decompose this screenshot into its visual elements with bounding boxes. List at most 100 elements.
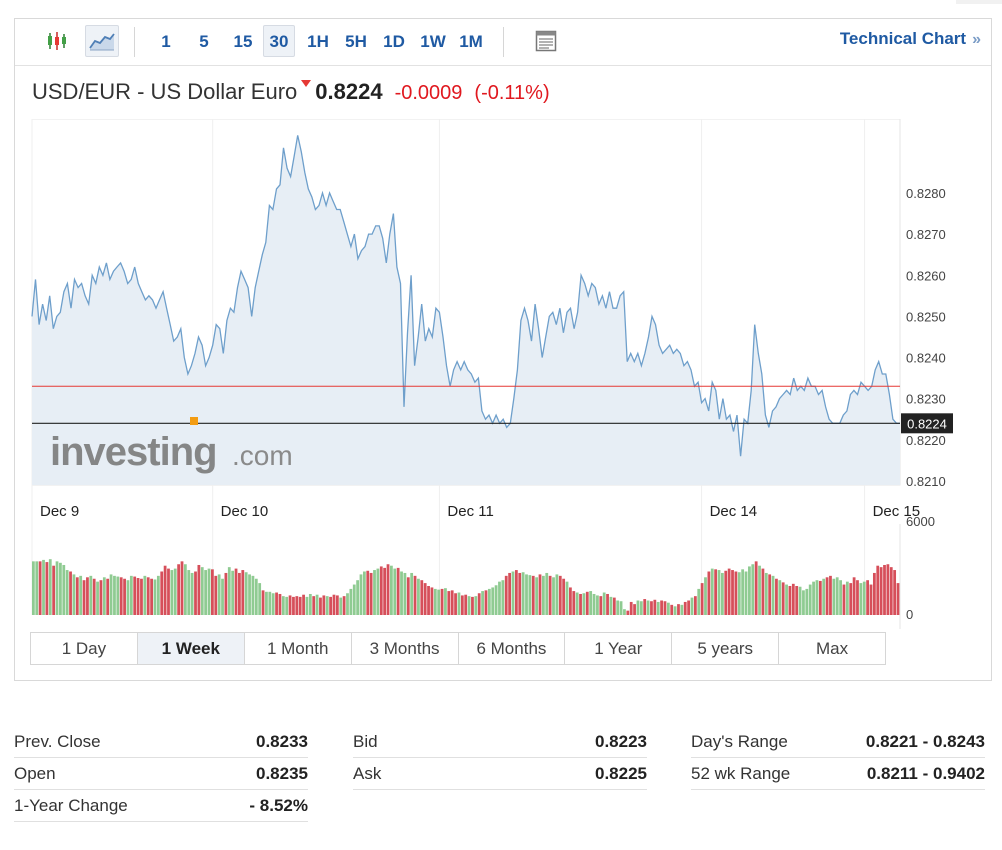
- volume-bar: [683, 601, 687, 615]
- volume-bar: [650, 601, 653, 615]
- interval-1h[interactable]: 1H: [307, 32, 329, 51]
- interval-15[interactable]: 15: [233, 32, 253, 51]
- interval-30[interactable]: 30: [263, 25, 295, 57]
- volume-bar: [153, 579, 157, 615]
- volume-bar: [670, 604, 674, 615]
- candlestick-icon[interactable]: [40, 25, 74, 57]
- volume-bar: [140, 578, 143, 615]
- volume-bar: [704, 577, 707, 615]
- volume-bar: [393, 568, 397, 615]
- interval-5h[interactable]: 5H: [345, 32, 367, 51]
- volume-bar: [275, 592, 278, 615]
- volume-bar: [869, 584, 873, 615]
- volume-bar: [102, 577, 106, 615]
- volume-bar: [653, 599, 657, 615]
- range-6-months[interactable]: 6 Months: [459, 633, 566, 664]
- volume-bar: [538, 574, 542, 615]
- volume-bar: [633, 604, 636, 616]
- volume-bar: [896, 583, 900, 615]
- volume-bar: [690, 597, 694, 615]
- volume-bar: [413, 575, 417, 615]
- volume-bar: [99, 580, 103, 615]
- volume-bar: [501, 580, 505, 615]
- interval-1[interactable]: 1: [161, 32, 171, 51]
- volume-bar: [173, 568, 177, 615]
- volume-bar: [687, 600, 690, 615]
- volume-bar: [295, 596, 299, 615]
- volume-bar: [714, 569, 718, 615]
- volume-tick-label: 0: [906, 607, 913, 622]
- volume-bar: [741, 569, 745, 615]
- volume-bar: [447, 591, 451, 615]
- range-1-week[interactable]: 1 Week: [137, 633, 245, 664]
- interval-5[interactable]: 5: [199, 32, 209, 51]
- stat-label: Day's Range: [691, 731, 788, 751]
- range-max[interactable]: Max: [816, 639, 849, 658]
- volume-bar: [79, 575, 83, 615]
- volume-bar: [359, 574, 363, 615]
- stat-row-1-year-change: 1-Year Change - 8.52%: [14, 790, 308, 822]
- range-1-month[interactable]: 1 Month: [245, 633, 352, 664]
- double-chevron-right-icon: »: [972, 31, 981, 48]
- volume-bar: [579, 593, 582, 615]
- volume-bar: [876, 565, 880, 615]
- volume-bar: [589, 591, 593, 615]
- price-change: -0.0009: [394, 82, 463, 104]
- volume-bar: [227, 567, 231, 615]
- volume-bar: [558, 575, 562, 615]
- volume-bar: [214, 575, 218, 615]
- volume-bar: [795, 586, 799, 615]
- range-1-day[interactable]: 1 Day: [31, 633, 138, 664]
- volume-bar: [322, 595, 326, 615]
- price-line: [31, 135, 900, 457]
- volume-bar: [805, 588, 809, 615]
- range-3-months[interactable]: 3 Months: [352, 633, 459, 664]
- volume-bar: [825, 577, 829, 615]
- volume-bar: [420, 580, 424, 615]
- volume-bar: [481, 591, 484, 615]
- volume-bar: [156, 575, 160, 615]
- volume-bar: [69, 571, 72, 615]
- price-chart[interactable]: 0.8280 0.8270 0.8260 0.8250 0.8240 0.8230 0.82…: [30, 119, 974, 629]
- interval-1m[interactable]: 1M: [459, 32, 483, 51]
- volume-bar: [548, 575, 552, 615]
- volume-bar: [133, 576, 137, 615]
- range-1-year[interactable]: 1 Year: [565, 633, 673, 664]
- interval-1w[interactable]: 1W: [420, 32, 446, 51]
- line-chart-icon[interactable]: [85, 25, 119, 57]
- volume-bar: [781, 582, 785, 616]
- volume-bar: [403, 572, 407, 615]
- time-range-selector: 1 Day 1 Week 1 Month 3 Months 6 Months 1 Year…: [30, 632, 886, 665]
- chart-widget: 1 5 15 30 1H 5H 1D 1W 1M Technical Chart…: [14, 18, 992, 681]
- x-tick-label: Dec 11: [447, 503, 493, 520]
- volume-bar: [724, 570, 728, 615]
- volume-bar: [525, 574, 528, 615]
- volume-bar: [484, 590, 488, 615]
- volume-bar: [852, 577, 856, 615]
- volume-bar: [815, 580, 819, 615]
- range-5-years[interactable]: 5 years: [672, 633, 780, 664]
- volume-bar: [832, 578, 836, 615]
- x-tick-label: Dec 9: [40, 503, 79, 520]
- volume-bar: [305, 596, 309, 616]
- volume-bar: [417, 578, 420, 615]
- volume-bar: [609, 596, 613, 616]
- volume-bar: [335, 595, 339, 615]
- volume-bar: [349, 588, 353, 615]
- volume-bar: [42, 559, 45, 615]
- volume-bar: [555, 574, 559, 615]
- volume-bar: [150, 578, 153, 615]
- volume-bar: [352, 584, 356, 615]
- volume-bar: [207, 568, 211, 615]
- table-view-icon[interactable]: [529, 25, 563, 57]
- watermark-accent: [190, 417, 198, 425]
- volume-bar: [302, 594, 305, 615]
- stat-label: Bid: [353, 731, 378, 751]
- interval-1d[interactable]: 1D: [383, 32, 405, 51]
- volume-bar: [829, 575, 832, 615]
- volume-bar: [623, 609, 626, 615]
- technical-chart-link[interactable]: Technical Chart »: [840, 29, 981, 49]
- volume-bar: [768, 574, 772, 615]
- volume-bar: [396, 567, 400, 616]
- last-price: 0.8224: [315, 79, 383, 104]
